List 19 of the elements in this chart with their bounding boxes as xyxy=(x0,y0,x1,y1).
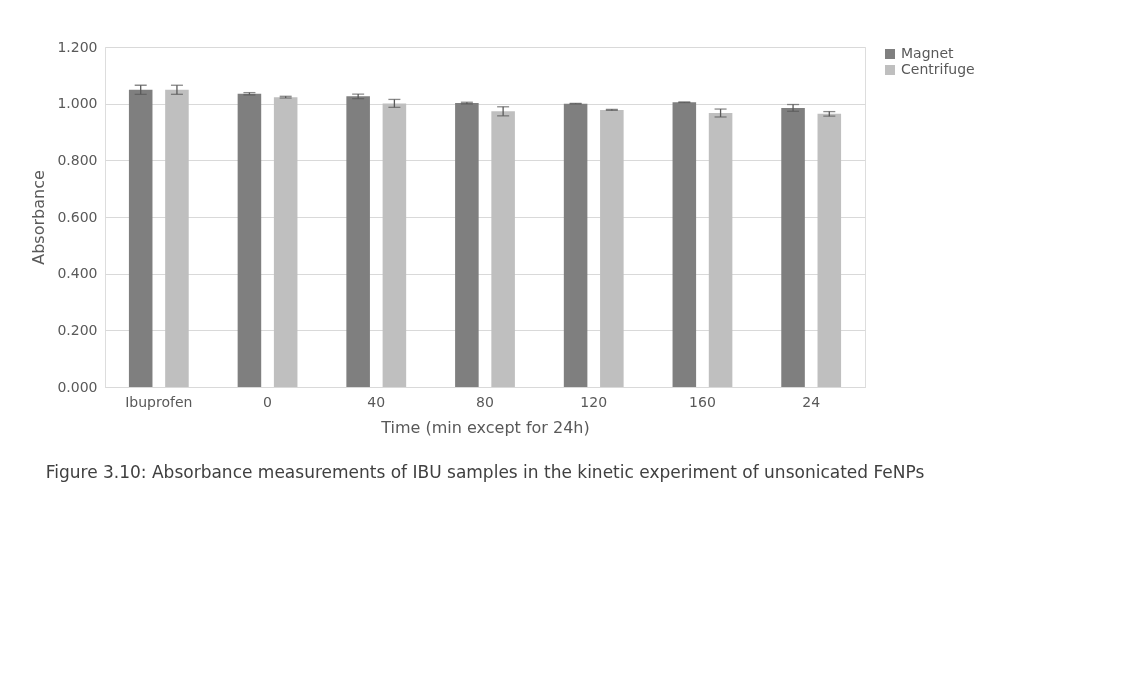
x-tick-label: 160 xyxy=(689,393,716,410)
y-tick-label: 0.400 xyxy=(57,265,98,282)
legend-label: Centrifuge xyxy=(901,61,975,77)
x-tick-label: 0 xyxy=(263,393,273,410)
y-tick-label: 1.200 xyxy=(57,38,98,55)
y-tick-label: 0.000 xyxy=(57,378,98,395)
x-tick-label: 80 xyxy=(476,393,494,410)
y-axis-title: Absorbance xyxy=(29,170,49,265)
text: Figure 3.10: Absorbance measurements of IBU samples in the kinetic experiment of unsonicated FeNPs xyxy=(45,462,925,482)
y-tick-label: 0.800 xyxy=(57,151,98,168)
x-axis-title: Time (min except for 24h) xyxy=(380,417,590,437)
x-tick-label: 120 xyxy=(580,393,608,410)
y-tick-label: 0.200 xyxy=(57,321,98,338)
x-tick-label: 24 xyxy=(802,393,821,410)
x-tick-label: 40 xyxy=(367,393,386,410)
x-tick-label: Ibuprofen xyxy=(125,393,193,410)
y-tick-label: 1.000 xyxy=(57,95,98,112)
legend-label: Magnet xyxy=(901,45,955,61)
y-tick-label: 0.600 xyxy=(57,208,98,225)
